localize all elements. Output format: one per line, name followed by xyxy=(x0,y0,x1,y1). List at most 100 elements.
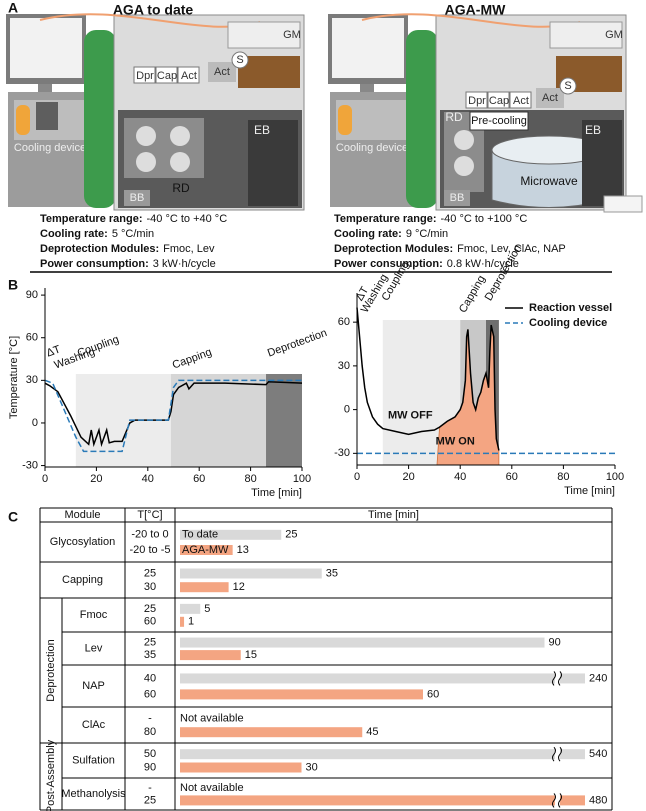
panel-title: AGA to date xyxy=(113,2,194,18)
label: GM xyxy=(605,29,623,41)
spec-value: 9 °C/min xyxy=(406,228,448,240)
x-tick-label: 80 xyxy=(244,473,256,485)
valve xyxy=(136,152,156,172)
label: Act xyxy=(214,66,230,78)
temperature: 60 xyxy=(144,688,156,700)
annotation: MW ON xyxy=(436,436,475,448)
y-tick-label: 90 xyxy=(26,289,38,301)
series-line xyxy=(356,307,500,451)
valve xyxy=(454,156,474,176)
label: Cap xyxy=(157,70,177,82)
x-tick-label: 100 xyxy=(293,473,311,485)
table-header: Time [min] xyxy=(368,509,419,521)
spec: Cooling rate: 5 °C/min xyxy=(40,228,154,240)
valve xyxy=(170,126,190,146)
spec-value: 5 °C/min xyxy=(112,228,154,240)
axis-break-gap xyxy=(555,747,560,762)
module-label: Fmoc xyxy=(80,609,108,621)
value-label: 540 xyxy=(589,748,607,760)
value-label: 12 xyxy=(233,581,245,593)
phase-region xyxy=(170,374,267,467)
label: Act xyxy=(542,92,558,104)
label: RD xyxy=(172,181,190,195)
missing-label: Not available xyxy=(180,712,244,724)
box xyxy=(509,91,532,109)
temperature: 80 xyxy=(144,726,156,738)
temperature: 25 xyxy=(144,636,156,648)
temperature: -20 to 0 xyxy=(131,529,168,541)
stand xyxy=(38,84,52,94)
spec-name: Power consumption: xyxy=(334,258,443,270)
section-label: Deprotection xyxy=(45,639,57,701)
box xyxy=(177,66,200,84)
spec: Cooling rate: 9 °C/min xyxy=(334,228,448,240)
gm-box xyxy=(227,21,301,49)
spec: Temperature range: -40 °C to +40 °C xyxy=(40,213,227,225)
legend-label: To date xyxy=(182,529,218,541)
valve xyxy=(170,152,190,172)
label: Dpr xyxy=(468,95,486,107)
label: Act xyxy=(181,70,197,82)
module-label: ClAc xyxy=(82,719,106,731)
spec: Deprotection Modules: Fmoc, Lev, ClAc, NA… xyxy=(334,243,566,255)
series-line xyxy=(44,380,303,448)
spec-value: 3 kW·h/cycle xyxy=(153,258,216,270)
box xyxy=(155,66,178,84)
label-box xyxy=(469,111,529,131)
table-header: Module xyxy=(64,509,100,521)
axis-break-gap xyxy=(555,671,560,686)
x-axis-label: Time [min] xyxy=(564,485,615,497)
legend-label: Reaction vessel xyxy=(529,302,612,314)
reservoir xyxy=(338,105,352,135)
panel-label: C xyxy=(8,509,18,525)
gm-box xyxy=(549,21,623,49)
phase-label: ΔT xyxy=(45,343,63,359)
spec-name: Temperature range: xyxy=(334,213,437,225)
panel-title: AGA-MW xyxy=(445,2,506,18)
temperature: 30 xyxy=(144,581,156,593)
label: EB xyxy=(254,123,270,137)
label: BB xyxy=(130,192,145,204)
x-tick-label: 100 xyxy=(606,471,624,483)
bb-box xyxy=(444,190,470,206)
gas-cylinder xyxy=(84,30,116,208)
phase-label: Capping xyxy=(171,346,214,371)
gas-cylinder xyxy=(406,30,438,208)
temperature: - xyxy=(148,712,152,724)
bar xyxy=(180,529,282,540)
x-tick-label: 0 xyxy=(42,473,48,485)
bar xyxy=(180,749,585,760)
value-label: 45 xyxy=(366,726,378,738)
label: GM xyxy=(283,29,301,41)
bb-box xyxy=(124,190,150,206)
temperature: -20 to -5 xyxy=(130,544,171,556)
spec-value: 0.8 kW·h/cycle xyxy=(447,258,519,270)
panel xyxy=(36,102,58,130)
box xyxy=(487,91,510,109)
label: Microwave xyxy=(520,174,578,188)
screen xyxy=(10,18,82,78)
value-label: 25 xyxy=(285,529,297,541)
label: BB xyxy=(450,192,465,204)
valve xyxy=(231,51,249,69)
eb-module xyxy=(582,120,622,206)
section-label: Post-Assembly xyxy=(45,739,57,811)
label: Pre-cooling xyxy=(471,115,527,127)
spec-name: Deprotection Modules: xyxy=(40,243,159,255)
valve xyxy=(454,130,474,150)
bar xyxy=(180,616,185,627)
x-tick-label: 20 xyxy=(402,471,414,483)
axis-break-gap xyxy=(555,793,560,808)
value-label: 15 xyxy=(245,649,257,661)
y-tick-label: -30 xyxy=(334,447,350,459)
value-label: 480 xyxy=(589,794,607,806)
bar xyxy=(180,673,585,684)
box xyxy=(536,88,564,108)
spec-name: Temperature range: xyxy=(40,213,143,225)
bar xyxy=(180,795,585,806)
phase-label: Coupling xyxy=(76,333,121,359)
temperature: 25 xyxy=(144,603,156,615)
x-tick-label: 40 xyxy=(142,473,154,485)
label: Dpr xyxy=(136,70,154,82)
